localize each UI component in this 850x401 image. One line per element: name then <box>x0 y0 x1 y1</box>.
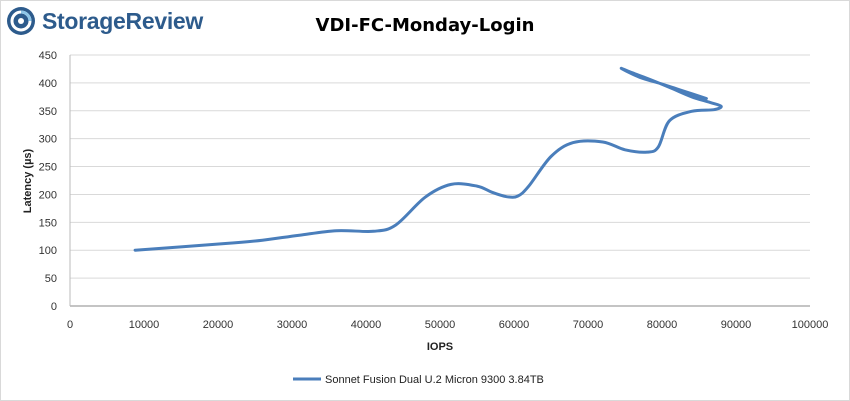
legend: Sonnet Fusion Dual U.2 Micron 9300 3.84T… <box>293 374 544 386</box>
x-axis-label: IOPS <box>427 341 453 353</box>
x-tick-label: 0 <box>67 319 73 331</box>
y-tick-labels: 0 50 100 150 200 250 300 350 400 450 <box>39 50 57 313</box>
brand-name: StorageReview <box>42 7 203 34</box>
legend-label: Sonnet Fusion Dual U.2 Micron 9300 3.84T… <box>325 374 544 386</box>
x-tick-label: 90000 <box>721 319 752 331</box>
chart-title: VDI-FC-Monday-Login <box>315 15 535 36</box>
x-tick-label: 80000 <box>647 319 678 331</box>
y-tick-label: 450 <box>39 50 57 62</box>
y-tick-label: 400 <box>39 78 57 90</box>
x-tick-label: 20000 <box>203 319 234 331</box>
x-tick-labels: 0 10000 20000 30000 40000 50000 60000 70000 8000… <box>67 319 828 331</box>
x-tick-label: 60000 <box>499 319 530 331</box>
series-line <box>133 66 723 252</box>
x-tick-label: 50000 <box>425 319 456 331</box>
y-tick-label: 350 <box>39 106 57 118</box>
x-tick-label: 100000 <box>792 319 829 331</box>
x-tick-label: 40000 <box>351 319 382 331</box>
y-tick-label: 150 <box>39 217 57 229</box>
y-tick-label: 50 <box>45 273 57 285</box>
brand-logo: StorageReview <box>6 6 203 36</box>
y-axis-label: Latency (µs) <box>22 148 34 213</box>
x-tick-label: 70000 <box>573 319 604 331</box>
y-tick-label: 250 <box>39 162 57 174</box>
y-tick-label: 0 <box>51 301 57 313</box>
gridlines <box>70 54 810 279</box>
x-tick-label: 10000 <box>129 319 160 331</box>
storagereview-logo-icon <box>7 7 35 35</box>
y-tick-label: 200 <box>39 189 57 201</box>
y-tick-label: 300 <box>39 134 57 146</box>
y-tick-label: 100 <box>39 245 57 257</box>
x-tick-label: 30000 <box>277 319 308 331</box>
